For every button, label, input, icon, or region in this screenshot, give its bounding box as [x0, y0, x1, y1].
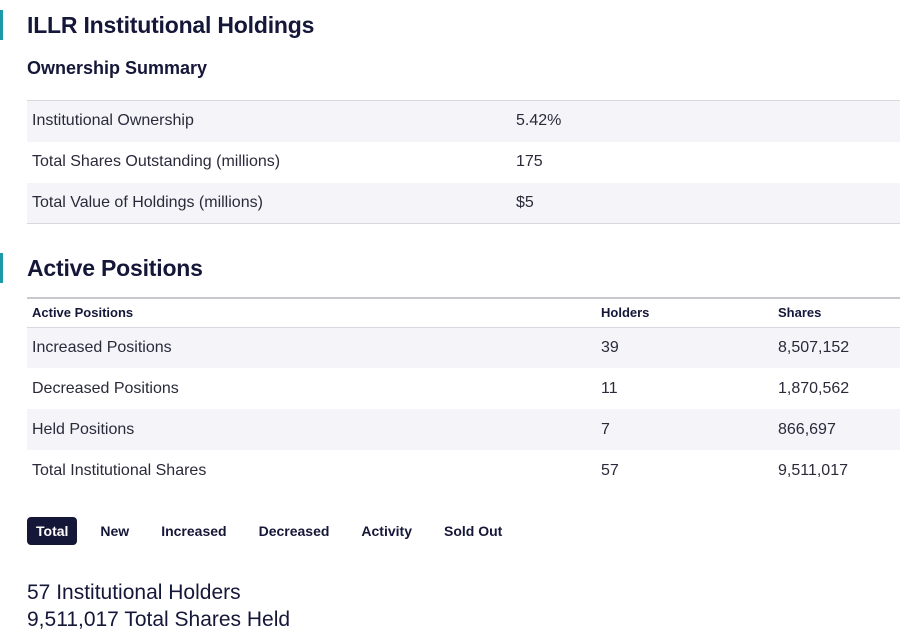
summary-label: Total Shares Outstanding (millions)	[32, 153, 281, 170]
position-label: Held Positions	[32, 420, 135, 438]
column-header-positions: Active Positions	[27, 298, 596, 328]
tab-increased[interactable]: Increased	[161, 523, 227, 539]
table-header-row: Active Positions Holders Shares	[27, 298, 900, 328]
active-positions-table: Active Positions Holders Shares Increase…	[27, 297, 900, 491]
table-row: Total Shares Outstanding (millions) 175	[27, 142, 900, 183]
position-holders: 7	[601, 420, 610, 438]
summary-label: Total Value of Holdings (millions)	[32, 193, 263, 211]
table-row: Decreased Positions 11 1,870,562	[27, 368, 900, 409]
accent-bar	[0, 10, 3, 40]
tab-new[interactable]: New	[100, 523, 130, 539]
table-row: Held Positions 7 866,697	[27, 409, 900, 450]
ownership-summary-table: Institutional Ownership 5.42% Total Shar…	[27, 100, 900, 224]
position-label: Total Institutional Shares	[32, 461, 207, 479]
position-shares: 8,507,152	[778, 338, 850, 356]
column-header-holders: Holders	[596, 298, 773, 328]
position-label: Decreased Positions	[32, 379, 179, 397]
tab-activity[interactable]: Activity	[361, 523, 412, 539]
position-holders: 11	[601, 379, 618, 397]
active-positions-heading-block: Active Positions	[0, 251, 203, 285]
summary-label: Institutional Ownership	[32, 112, 194, 130]
position-holders: 57	[601, 461, 619, 479]
summary-value: $5	[516, 193, 534, 211]
holdings-filter-tabs: Total New Increased Decreased Activity S…	[27, 517, 525, 545]
table-row: Institutional Ownership 5.42%	[27, 100, 900, 142]
position-shares: 9,511,017	[778, 461, 848, 479]
table-row: Total Institutional Shares 57 9,511,017	[27, 450, 900, 491]
active-positions-heading: Active Positions	[27, 254, 203, 281]
tab-decreased[interactable]: Decreased	[258, 523, 330, 539]
tab-sold-out[interactable]: Sold Out	[443, 523, 503, 539]
institutional-holders-count: 57 Institutional Holders	[27, 581, 241, 604]
ownership-summary-heading: Ownership Summary	[27, 58, 208, 78]
column-header-shares: Shares	[773, 298, 900, 328]
position-holders: 39	[601, 338, 619, 356]
accent-bar	[0, 253, 3, 283]
page-title-heading: ILLR Institutional Holdings	[0, 8, 314, 42]
table-row: Total Value of Holdings (millions) $5	[27, 182, 900, 224]
summary-value: 175	[516, 153, 543, 170]
position-shares: 1,870,562	[778, 379, 850, 397]
table-row: Increased Positions 39 8,507,152	[27, 327, 900, 368]
summary-value: 5.42%	[516, 112, 562, 130]
position-label: Increased Positions	[32, 338, 172, 356]
page-title: ILLR Institutional Holdings	[27, 11, 315, 38]
tab-total[interactable]: Total	[27, 517, 78, 545]
total-shares-held: 9,511,017 Total Shares Held	[27, 608, 291, 631]
position-shares: 866,697	[778, 420, 836, 438]
